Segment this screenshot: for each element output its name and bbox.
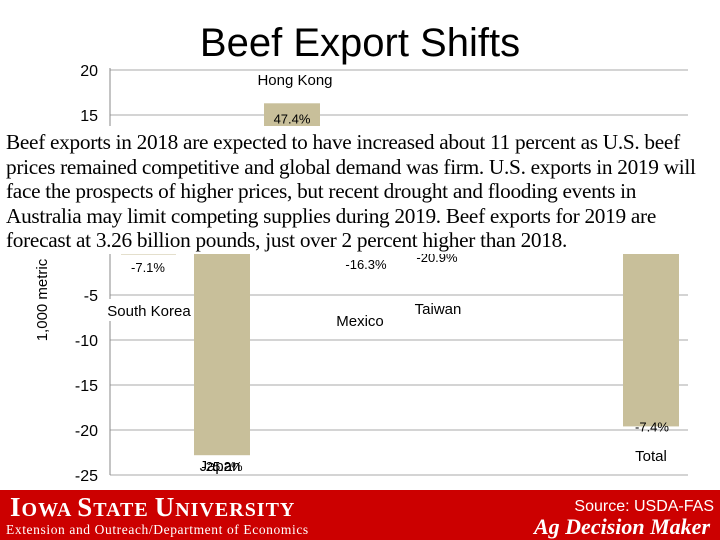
category-label: Taiwan — [415, 301, 462, 318]
logo-letter: S — [77, 492, 94, 522]
department-text: Extension and Outreach/Department of Eco… — [6, 522, 309, 537]
y-tick-label: -5 — [84, 288, 98, 305]
y-tick-label: 20 — [80, 63, 98, 80]
category-label: Mexico — [336, 313, 384, 330]
source-text: Source: USDA-FAS — [574, 498, 714, 515]
iowa-state-university-logo: IOWA STATE UNIVERSITY — [10, 492, 295, 523]
data-label: -7.4% — [635, 419, 669, 434]
category-label-background — [99, 299, 201, 321]
y-tick-label: -10 — [75, 333, 98, 350]
logo-word: OWA — [21, 499, 78, 521]
footer-bar: IOWA STATE UNIVERSITY Extension and Outr… — [0, 490, 720, 540]
y-tick-label: 15 — [80, 108, 98, 125]
y-tick-label: -15 — [75, 378, 98, 395]
data-label: -7.1% — [131, 260, 165, 275]
logo-letter: I — [10, 492, 22, 522]
category-label: Hong Kong — [257, 72, 332, 89]
bar-chart: 20 15 -5 -10 -15 -20 -25 1,000 metric -7.1% South… — [34, 63, 688, 485]
y-axis-label: 1,000 metric — [34, 258, 51, 341]
logo-letter: U — [154, 492, 176, 522]
data-label: -25.2% — [201, 459, 243, 474]
category-label: Total — [635, 448, 667, 465]
y-tick-label: -25 — [75, 468, 98, 485]
data-label: -16.3% — [345, 257, 387, 272]
category-label: Japan — [200, 458, 241, 475]
data-label: 47.4% — [274, 111, 311, 126]
slide-title: Beef Export Shifts — [199, 21, 521, 65]
overlay-text: Beef exports in 2018 are expected to hav… — [0, 126, 720, 254]
y-tick-label: -20 — [75, 423, 98, 440]
logo-word: TATE — [93, 499, 155, 521]
ag-decision-maker-logo: Ag Decision Maker — [534, 514, 710, 539]
category-label: South Korea — [107, 303, 191, 320]
bar — [623, 250, 679, 427]
bar — [194, 250, 250, 456]
logo-word: NIVERSITY — [175, 499, 296, 521]
